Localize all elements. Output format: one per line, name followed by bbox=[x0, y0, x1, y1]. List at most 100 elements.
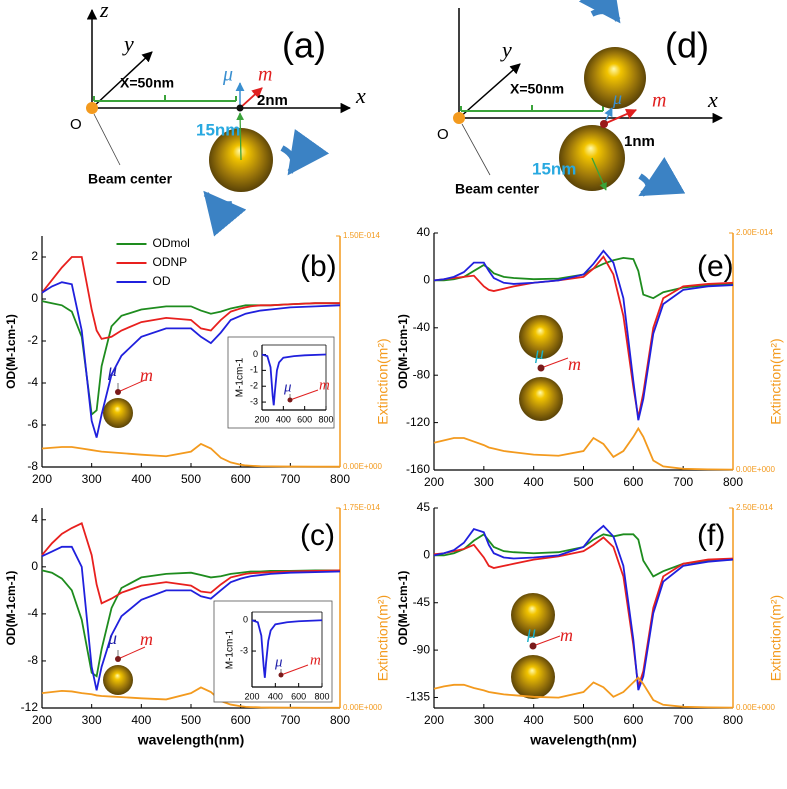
icon-m-line bbox=[532, 635, 561, 647]
panel-label: (e) bbox=[697, 250, 734, 283]
origin-label: O bbox=[70, 116, 82, 133]
x-tick-label: 200 bbox=[32, 472, 52, 486]
legend-label: OD bbox=[153, 274, 171, 288]
distance-label: X=50nm bbox=[510, 81, 564, 97]
y2-axis-label: Extinction(m²) bbox=[375, 595, 391, 681]
beam-center-dot bbox=[86, 102, 98, 114]
y-tick-label: -3 bbox=[240, 645, 248, 655]
distance-label: X=50nm bbox=[120, 75, 174, 91]
x-tick-label: 700 bbox=[673, 713, 693, 727]
y-tick-label: 4 bbox=[31, 512, 38, 526]
y-tick-label: -8 bbox=[27, 653, 38, 667]
y-tick-label: 2 bbox=[31, 249, 38, 263]
x-axis-label: wavelength(nm) bbox=[529, 732, 637, 748]
y-tick-label: -45 bbox=[413, 595, 431, 609]
diagram-d: y x O X=50nm μ⃗ m⃗ 1nm 15nm Beam center … bbox=[437, 0, 724, 197]
annotation: μ⃗ bbox=[534, 343, 558, 363]
y-tick-label: -120 bbox=[406, 415, 430, 429]
x-tick-label: 500 bbox=[181, 472, 201, 486]
y-tick-label: -3 bbox=[250, 396, 258, 406]
x-tick-label: 700 bbox=[280, 713, 300, 727]
inset-frame bbox=[213, 600, 333, 703]
z-label: z bbox=[99, 0, 109, 22]
beam-center-dot bbox=[453, 112, 465, 124]
data-line bbox=[433, 255, 734, 419]
legend-label: ODmol bbox=[153, 236, 190, 250]
radius-label: 15nm bbox=[532, 159, 576, 178]
y-tick-label: -135 bbox=[406, 690, 430, 704]
icon-sphere bbox=[519, 377, 563, 421]
x-axis-label: wavelength(nm) bbox=[137, 732, 245, 748]
icon-sphere bbox=[511, 655, 555, 699]
y-tick-label: -1 bbox=[250, 365, 258, 375]
m-label: m⃗ bbox=[258, 64, 288, 86]
icon-sphere bbox=[103, 665, 133, 695]
rotation-arrow bbox=[280, 129, 330, 176]
x-tick-label: 800 bbox=[330, 713, 350, 727]
inset-frame bbox=[227, 336, 335, 429]
x-tick-label: 600 bbox=[623, 713, 643, 727]
icon-molecule bbox=[537, 364, 545, 372]
y2-tick-label: 2.00E-014 bbox=[736, 228, 773, 237]
beam-pointer bbox=[461, 123, 491, 176]
x-tick-label: 800 bbox=[330, 472, 350, 486]
x-tick-label: 500 bbox=[573, 475, 593, 489]
data-line bbox=[434, 533, 734, 578]
x-tick-label: 700 bbox=[280, 472, 300, 486]
data-line bbox=[41, 522, 341, 605]
radius-arrow bbox=[236, 112, 245, 161]
y2-tick-label: 1.75E-014 bbox=[343, 503, 380, 512]
data-line bbox=[251, 619, 323, 678]
y-tick-label: 0 bbox=[31, 291, 38, 305]
beam-label: Beam center bbox=[88, 171, 173, 187]
x-tick-label: 800 bbox=[723, 475, 743, 489]
y-tick-label: -2 bbox=[27, 333, 38, 347]
x-tick-label: 800 bbox=[318, 414, 333, 424]
origin-label: O bbox=[437, 126, 449, 143]
insets: 200 400 600 800 -3 -2 -1 0 M-1cm-1 μ⃗ m⃗ 200 400 600 8… bbox=[213, 336, 342, 703]
annotation: μ⃗ bbox=[283, 379, 303, 395]
panel-label: (a) bbox=[282, 25, 326, 66]
molecule bbox=[236, 104, 244, 112]
radius-label: 15nm bbox=[196, 120, 240, 139]
y-tick-label: -4 bbox=[27, 375, 38, 389]
x-tick-label: 400 bbox=[524, 713, 544, 727]
y2-axis-label: Extinction(m²) bbox=[375, 338, 391, 424]
y2-axis-label: Extinction(m²) bbox=[768, 338, 784, 424]
x-tick-label: 600 bbox=[231, 472, 251, 486]
panel-label: (b) bbox=[300, 250, 337, 283]
y-tick-label: -4 bbox=[27, 606, 38, 620]
x-tick-label: 800 bbox=[723, 713, 743, 727]
data-line bbox=[261, 353, 327, 406]
x-tick-label: 200 bbox=[244, 691, 259, 701]
x-tick-label: 400 bbox=[276, 414, 291, 424]
annotation: m⃗ bbox=[568, 354, 595, 374]
y-tick-label: 45 bbox=[417, 500, 431, 514]
m-arrow bbox=[603, 108, 637, 125]
gap-label: 2nm bbox=[257, 92, 288, 109]
m-arrow bbox=[239, 87, 263, 109]
y-axis-label: M-1cm-1 bbox=[235, 357, 246, 397]
beam-label: Beam center bbox=[455, 181, 540, 197]
x-tick-label: 300 bbox=[82, 713, 102, 727]
main-plots: 200 300 400 500 600 700 800-8-6-4-2020.00E+000… bbox=[4, 225, 784, 748]
x-tick-label: 500 bbox=[181, 713, 201, 727]
icon-sphere bbox=[103, 398, 133, 428]
y-tick-label: -12 bbox=[21, 700, 39, 714]
y-axis bbox=[458, 63, 521, 119]
annotation: m⃗ bbox=[560, 625, 587, 645]
molecule bbox=[600, 120, 608, 128]
annotation: μ⃗ bbox=[274, 654, 294, 670]
x-label: x bbox=[707, 87, 718, 112]
y-label: y bbox=[122, 31, 134, 56]
legend-label: ODNP bbox=[153, 255, 188, 269]
mu-label: μ⃗ bbox=[612, 88, 636, 108]
x-tick-label: 500 bbox=[573, 713, 593, 727]
data-line bbox=[41, 281, 341, 438]
x-tick-label: 700 bbox=[673, 475, 693, 489]
y2-tick-label: 0.00E+000 bbox=[736, 703, 775, 712]
y2-tick-label: 0.00E+000 bbox=[343, 462, 382, 471]
data-line bbox=[434, 256, 734, 300]
y2-tick-label: 0.00E+000 bbox=[343, 703, 382, 712]
